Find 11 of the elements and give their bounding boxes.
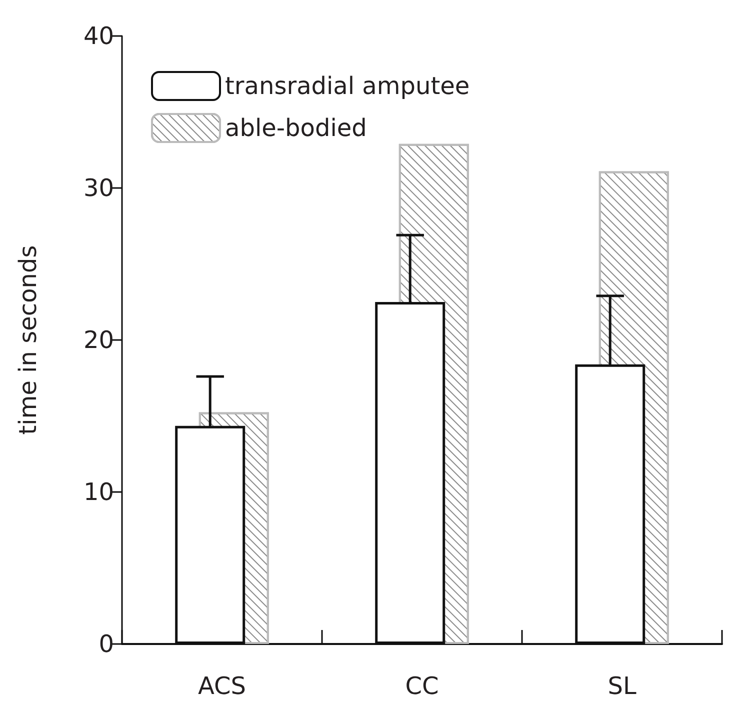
y-tick-label: 30	[83, 174, 114, 202]
y-tick-label: 10	[83, 478, 114, 506]
y-tick-label: 0	[98, 630, 114, 658]
x-tick-label: SL	[608, 672, 637, 700]
x-tick-label: CC	[405, 672, 439, 700]
legend-label: able-bodied	[225, 114, 367, 142]
y-tick-label: 20	[83, 326, 114, 354]
y-tick-label: 40	[83, 22, 114, 50]
x-tick-label: ACS	[198, 672, 246, 700]
legend-label: transradial amputee	[225, 72, 470, 100]
y-axis-title: time in seconds	[14, 245, 42, 435]
